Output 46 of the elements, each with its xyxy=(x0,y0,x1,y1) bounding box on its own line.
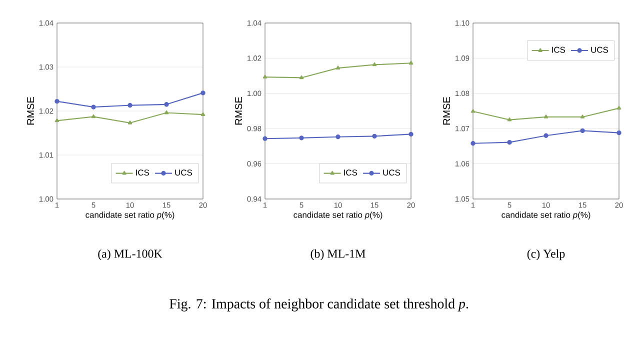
point xyxy=(372,62,377,66)
point xyxy=(164,110,169,114)
point xyxy=(507,117,512,122)
point xyxy=(470,141,476,146)
text: (b) ML-1M xyxy=(310,249,366,260)
text: (a) ML-100K xyxy=(98,249,162,260)
point xyxy=(262,136,268,141)
point xyxy=(336,66,340,70)
point xyxy=(408,132,414,137)
point xyxy=(372,134,377,139)
y-axis-title: RMSE xyxy=(235,97,242,125)
point xyxy=(91,114,96,118)
y-axis-title: RMSE xyxy=(27,97,34,125)
x-axis-title: candidate set ratio p(%) xyxy=(86,212,174,220)
legend-label: ICS xyxy=(136,170,150,176)
point xyxy=(200,112,206,116)
point xyxy=(408,60,414,65)
x-axis-title: candidate set ratio p(%) xyxy=(502,212,590,220)
point xyxy=(507,140,512,145)
point xyxy=(54,118,60,122)
point xyxy=(544,133,548,138)
point xyxy=(616,106,622,110)
legend-label: ICS xyxy=(552,46,566,53)
point xyxy=(54,98,60,104)
x-axis-title: candidate set ratio p(%) xyxy=(294,212,382,220)
point xyxy=(299,136,304,140)
point xyxy=(128,102,132,108)
point xyxy=(128,120,132,124)
text: (c) Yelp xyxy=(527,249,565,260)
point xyxy=(299,75,304,80)
point xyxy=(200,90,206,96)
legend-label: UCS xyxy=(591,46,608,53)
point xyxy=(262,74,268,78)
y-axis-title: RMSE xyxy=(443,97,450,125)
legend-label: ICS xyxy=(344,170,358,176)
point xyxy=(616,130,622,136)
point xyxy=(336,134,340,140)
point xyxy=(470,109,476,113)
point xyxy=(580,128,585,134)
legend-label: UCS xyxy=(383,170,400,176)
point xyxy=(91,104,96,110)
point xyxy=(164,102,169,107)
caption: Fig. 7: Impacts of neighbor candidate set threshold p. xyxy=(170,298,468,312)
legend-label: UCS xyxy=(175,170,192,176)
point xyxy=(580,114,585,118)
point xyxy=(544,114,548,118)
